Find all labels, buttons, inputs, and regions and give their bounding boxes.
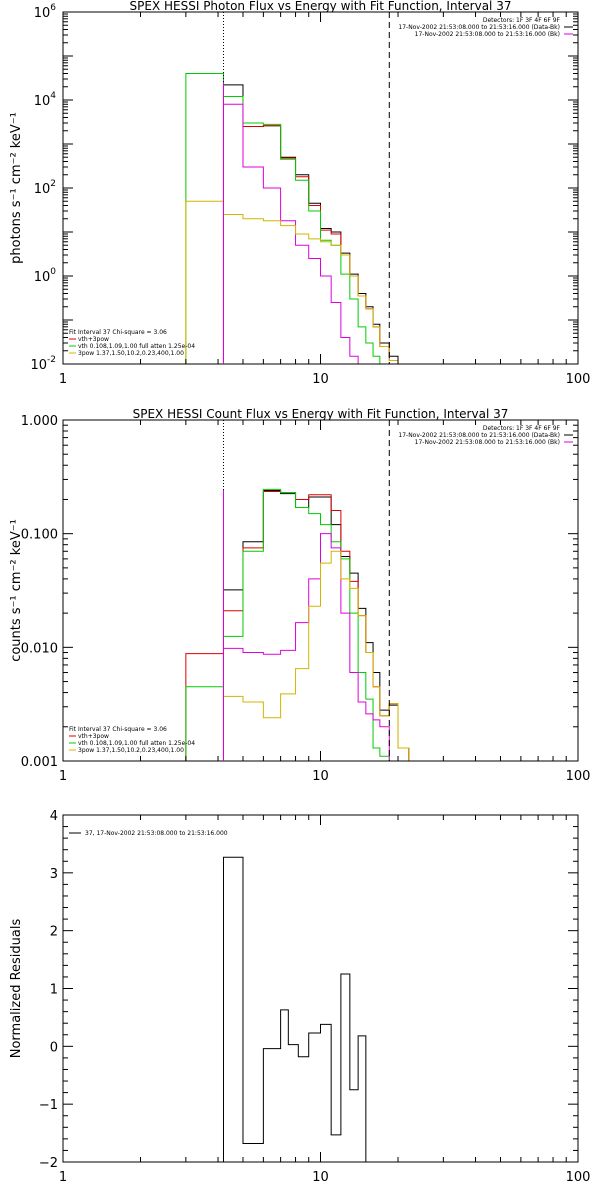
series-red bbox=[185, 490, 410, 761]
y-tick-label: 0.100 bbox=[21, 528, 58, 543]
y-tick-label: 2 bbox=[50, 925, 58, 940]
y-tick-base: 10 bbox=[30, 358, 47, 373]
chart-title: SPEX HESSI Photon Flux vs Energy with Fi… bbox=[130, 0, 512, 13]
chart-1: SPEX HESSI Photon Flux vs Energy with Fi… bbox=[9, 0, 590, 387]
y-tick-label: −2 bbox=[39, 1156, 58, 1171]
chart-title: SPEX HESSI Count Flux vs Energy with Fit… bbox=[133, 407, 509, 421]
y-axis-label: photons s⁻¹ cm⁻² keV⁻¹ bbox=[9, 112, 24, 264]
y-tick-base: 10 bbox=[34, 94, 51, 109]
y-tick-label: 3 bbox=[50, 867, 58, 882]
plot-area bbox=[222, 856, 374, 1162]
y-tick-exponent: 0 bbox=[50, 267, 56, 277]
header-line: 17-Nov-2002 21:53:08.000 to 21:53:16.000… bbox=[398, 432, 560, 439]
legend-entry: Fit Interval 37 Chi-square = 3.06 bbox=[69, 329, 167, 336]
plot-frame bbox=[62, 11, 579, 365]
y-tick-exponent: 6 bbox=[50, 3, 56, 13]
x-tick-label: 10 bbox=[312, 769, 329, 784]
series-yellow bbox=[185, 200, 409, 364]
y-tick-base: 10 bbox=[34, 6, 51, 21]
y-tick-label: 0.010 bbox=[21, 641, 58, 656]
y-axis-label: Normalized Residuals bbox=[9, 919, 24, 1059]
plot-frame bbox=[62, 814, 579, 1163]
y-tick-label: 0 bbox=[50, 1040, 58, 1055]
x-tick-label: 10 bbox=[312, 1170, 329, 1185]
series-magenta bbox=[222, 533, 390, 761]
x-tick-label: 10 bbox=[312, 372, 329, 387]
header-line: Detectors: 1F 3F 4F 6F 9F bbox=[483, 425, 561, 432]
y-tick-label: 102 bbox=[34, 179, 56, 197]
header-line: 17-Nov-2002 21:53:08.000 to 21:53:16.000… bbox=[415, 439, 560, 446]
header-line: 17-Nov-2002 21:53:08.000 to 21:53:16.000… bbox=[415, 31, 560, 38]
legend-entry: vth 0.108,1.09,1.00 full atten 1.25e-04 bbox=[78, 343, 195, 350]
legend-entry: Fit Interval 37 Chi-square = 3.06 bbox=[69, 726, 167, 733]
y-tick-label: 0.001 bbox=[21, 755, 58, 770]
y-tick-exponent: 4 bbox=[50, 91, 56, 101]
series-green bbox=[185, 488, 399, 761]
header-line: 17-Nov-2002 21:53:08.000 to 21:53:16.000… bbox=[398, 24, 560, 31]
legend-entry: vth+3pow bbox=[78, 733, 109, 740]
legend-entry: vth+3pow bbox=[78, 336, 109, 343]
residual-steps bbox=[222, 856, 374, 1162]
x-tick-label: 100 bbox=[566, 1170, 591, 1185]
y-tick-label: 1 bbox=[50, 983, 58, 998]
x-tick-label: 100 bbox=[566, 769, 591, 784]
y-tick-label: 104 bbox=[34, 91, 57, 109]
series-black bbox=[222, 489, 410, 761]
series-yellow bbox=[222, 550, 410, 761]
x-tick-label: 100 bbox=[566, 372, 591, 387]
y-tick-label: 106 bbox=[34, 3, 57, 21]
legend-entry: 3pow 1.37,1.50,10.2,0.23,400,1.00 bbox=[78, 350, 184, 357]
series-magenta bbox=[222, 103, 366, 364]
y-tick-base: 10 bbox=[34, 182, 51, 197]
series-green bbox=[185, 73, 390, 364]
y-tick-base: 10 bbox=[34, 270, 51, 285]
chart-2: SPEX HESSI Count Flux vs Energy with Fit… bbox=[9, 407, 590, 784]
y-tick-exponent: -2 bbox=[47, 355, 56, 365]
y-tick-label: 10-2 bbox=[30, 355, 56, 373]
series-red bbox=[222, 96, 409, 364]
legend-entry: vth 0.108,1.09,1.00 full atten 1.25e-04 bbox=[78, 740, 195, 747]
y-tick-exponent: 2 bbox=[50, 179, 56, 189]
header-line: Detectors: 1F 3F 4F 6F 9F bbox=[483, 17, 561, 24]
y-axis-label: counts s⁻¹ cm⁻² keV⁻¹ bbox=[9, 519, 24, 662]
plot-area bbox=[185, 73, 409, 364]
legend-entry: 37, 17-Nov-2002 21:53:08.000 to 21:53:16… bbox=[85, 830, 228, 837]
x-tick-label: 1 bbox=[59, 769, 67, 784]
y-tick-label: 1.000 bbox=[21, 414, 58, 429]
plot-area bbox=[185, 488, 410, 761]
y-tick-label: −1 bbox=[39, 1098, 58, 1113]
y-tick-label: 100 bbox=[34, 267, 57, 285]
y-tick-label: 4 bbox=[50, 809, 58, 824]
legend-entry: 3pow 1.37,1.50,10.2,0.23,400,1.00 bbox=[78, 747, 184, 754]
x-tick-label: 1 bbox=[59, 372, 67, 387]
x-tick-label: 1 bbox=[59, 1170, 67, 1185]
